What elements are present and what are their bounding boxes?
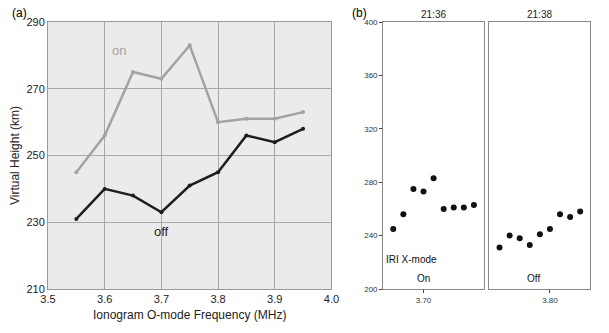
svg-text:3.9: 3.9 (267, 293, 282, 305)
svg-text:320: 320 (364, 125, 378, 134)
svg-text:280: 280 (364, 178, 378, 187)
svg-text:200: 200 (364, 285, 378, 294)
svg-text:210: 210 (26, 283, 44, 295)
svg-text:IRI X-mode: IRI X-mode (386, 254, 437, 265)
svg-text:3.80: 3.80 (542, 296, 558, 305)
svg-text:21:36: 21:36 (421, 9, 446, 20)
svg-text:on: on (112, 43, 126, 58)
svg-text:270: 270 (26, 83, 44, 95)
svg-text:off: off (154, 224, 169, 239)
svg-text:3.70: 3.70 (416, 296, 432, 305)
svg-text:Ionogram O-mode Frequency (MHz: Ionogram O-mode Frequency (MHz) (93, 308, 286, 322)
svg-text:On: On (417, 273, 430, 284)
svg-text:250: 250 (26, 149, 44, 161)
svg-text:3.8: 3.8 (210, 293, 225, 305)
svg-text:230: 230 (26, 216, 44, 228)
svg-text:Off: Off (527, 273, 540, 284)
svg-text:290: 290 (26, 16, 44, 28)
svg-text:Virtual Height (km): Virtual Height (km) (8, 106, 22, 205)
svg-text:360: 360 (364, 71, 378, 80)
svg-text:400: 400 (364, 18, 378, 27)
svg-text:3.5: 3.5 (40, 293, 55, 305)
svg-text:(b): (b) (352, 6, 367, 20)
svg-text:21:38: 21:38 (527, 9, 552, 20)
svg-text:3.7: 3.7 (154, 293, 169, 305)
svg-text:240: 240 (364, 231, 378, 240)
svg-text:3.6: 3.6 (97, 293, 112, 305)
svg-text:4.0: 4.0 (324, 293, 339, 305)
svg-text:(a): (a) (12, 6, 27, 20)
